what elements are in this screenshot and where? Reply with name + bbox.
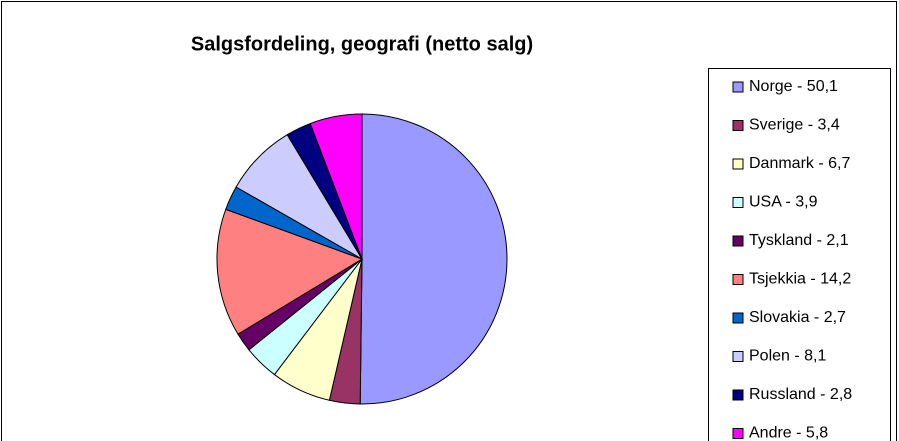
legend-label: USA - 3,9 [749, 194, 818, 211]
legend-label: Danmark - 6,7 [749, 155, 850, 172]
legend-label: Tyskland - 2,1 [749, 232, 849, 249]
legend-label: Sverige - 3,4 [749, 117, 840, 134]
legend-swatch [732, 312, 744, 324]
legend-swatch [732, 197, 744, 208]
legend-swatch [732, 120, 744, 131]
legend-swatch [732, 351, 744, 362]
legend-label: Slovakia - 2,7 [749, 309, 846, 326]
pie-slice [359, 113, 508, 405]
legend-label: Polen - 8,1 [749, 348, 826, 365]
legend-swatch [732, 81, 744, 93]
legend-swatch [732, 158, 744, 170]
pie-slice [309, 113, 363, 260]
legend-swatch [732, 428, 744, 439]
legend-label: Tsjekkia - 14,2 [749, 271, 851, 288]
legend-label: Norge - 50,1 [749, 78, 838, 95]
legend-swatch [732, 235, 744, 247]
legend-label: Andre - 5,8 [749, 425, 828, 441]
legend-swatch [732, 389, 744, 401]
chart-title: Salgsfordeling, geografi (netto salg) [191, 33, 533, 55]
legend-label: Russland - 2,8 [749, 386, 852, 403]
pie-slice [216, 208, 364, 335]
legend-swatch [732, 274, 744, 285]
